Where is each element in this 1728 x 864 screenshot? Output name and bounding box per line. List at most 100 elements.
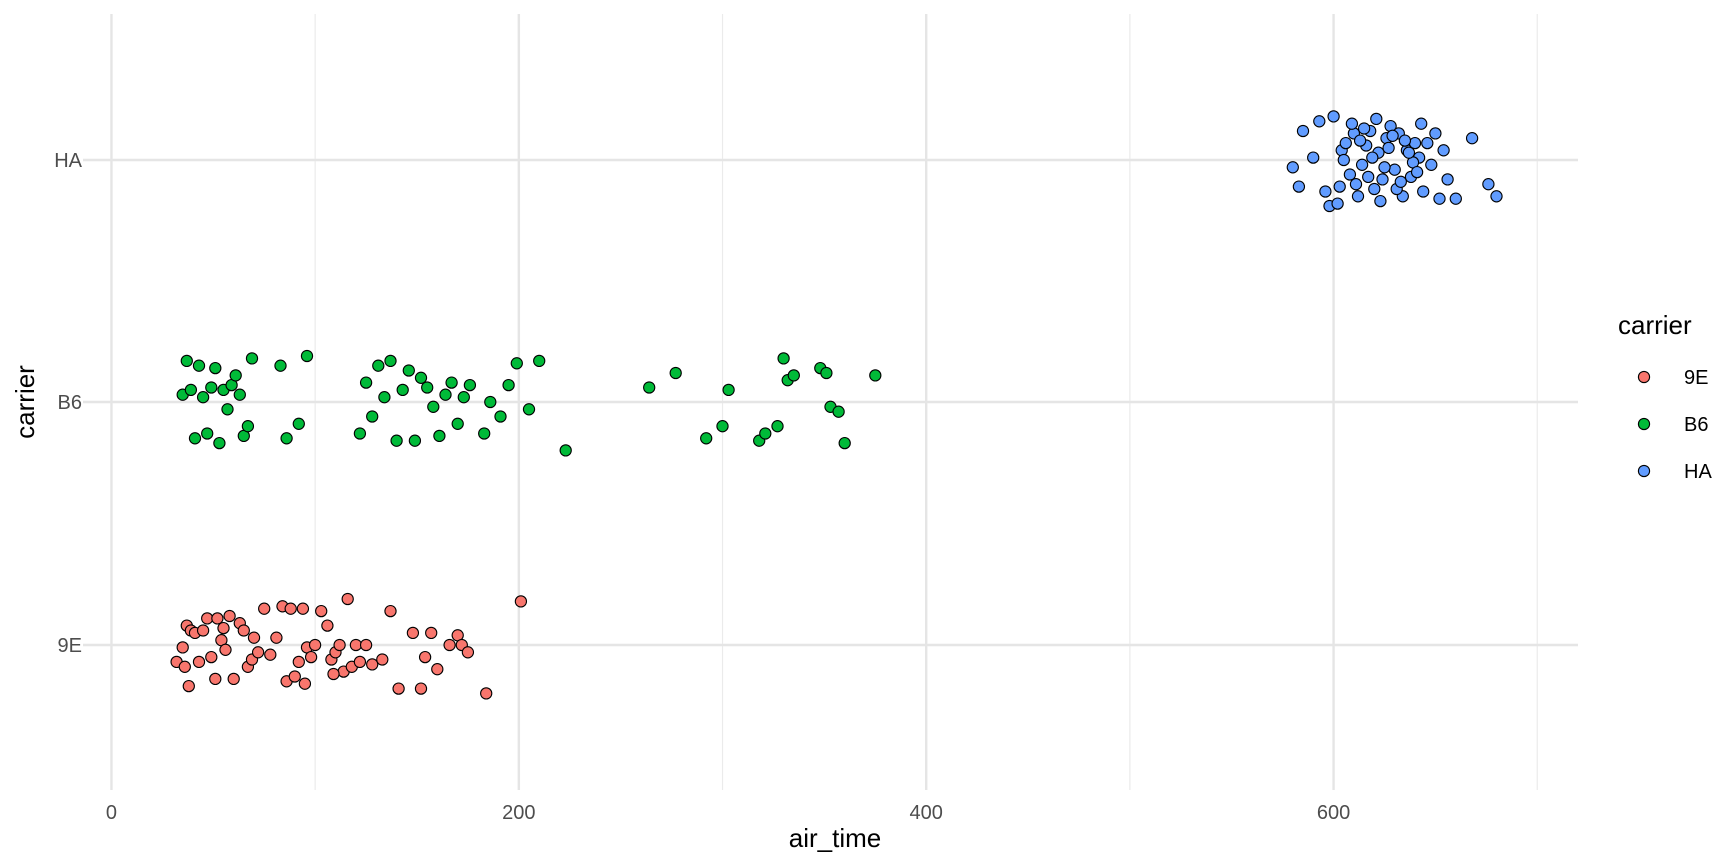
data-point-B6 bbox=[771, 420, 784, 433]
legend-item-B6: B6 bbox=[1637, 414, 1708, 436]
data-point-B6 bbox=[759, 427, 772, 440]
data-point-HA bbox=[1331, 197, 1344, 210]
legend-item-HA: HA bbox=[1637, 461, 1712, 483]
data-point-HA bbox=[1337, 153, 1350, 167]
data-point-9E bbox=[425, 626, 438, 640]
x-axis-title: air_time bbox=[789, 823, 881, 853]
data-points bbox=[170, 110, 1503, 700]
legend-label-HA: HA bbox=[1684, 461, 1712, 483]
data-point-B6 bbox=[192, 359, 206, 372]
data-point-B6 bbox=[439, 388, 452, 401]
data-point-9E bbox=[349, 638, 363, 652]
data-point-9E bbox=[247, 631, 261, 644]
data-point-HA bbox=[1368, 182, 1381, 196]
y-tick-label: HA bbox=[54, 150, 82, 172]
data-point-HA bbox=[1394, 175, 1407, 188]
data-point-HA bbox=[1378, 161, 1391, 174]
x-tick-label: 200 bbox=[502, 802, 535, 824]
data-point-9E bbox=[308, 638, 322, 652]
data-point-B6 bbox=[402, 364, 415, 377]
data-point-HA bbox=[1376, 173, 1389, 186]
data-point-B6 bbox=[292, 417, 305, 430]
data-point-9E bbox=[359, 638, 373, 652]
data-point-B6 bbox=[533, 354, 546, 368]
data-point-HA bbox=[1357, 122, 1371, 135]
x-tick-label: 600 bbox=[1317, 802, 1350, 824]
data-point-HA bbox=[1490, 190, 1503, 203]
data-point-9E bbox=[178, 660, 191, 673]
data-point-HA bbox=[1319, 185, 1332, 198]
data-point-HA bbox=[1382, 141, 1395, 155]
data-point-B6 bbox=[229, 369, 242, 382]
data-point-B6 bbox=[494, 410, 507, 423]
data-point-9E bbox=[414, 682, 428, 695]
data-point-9E bbox=[270, 631, 283, 644]
data-point-B6 bbox=[559, 444, 572, 457]
data-point-B6 bbox=[300, 349, 314, 363]
data-point-B6 bbox=[372, 359, 385, 372]
data-point-HA bbox=[1313, 115, 1326, 128]
data-point-B6 bbox=[838, 436, 851, 450]
data-point-9E bbox=[217, 621, 230, 635]
data-point-HA bbox=[1415, 117, 1428, 130]
data-point-HA bbox=[1465, 132, 1479, 145]
data-point-HA bbox=[1339, 136, 1352, 150]
data-point-B6 bbox=[433, 429, 446, 443]
data-point-B6 bbox=[384, 354, 397, 368]
data-point-HA bbox=[1345, 117, 1359, 130]
data-point-HA bbox=[1296, 124, 1310, 138]
data-point-B6 bbox=[201, 427, 214, 440]
data-point-HA bbox=[1482, 178, 1495, 191]
data-point-B6 bbox=[396, 383, 409, 397]
data-point-B6 bbox=[832, 405, 845, 418]
data-point-9E bbox=[223, 609, 236, 623]
data-point-9E bbox=[384, 604, 397, 618]
data-point-9E bbox=[251, 646, 265, 659]
data-point-HA bbox=[1429, 127, 1442, 140]
data-point-9E bbox=[258, 602, 271, 615]
data-point-HA bbox=[1441, 173, 1454, 186]
data-point-B6 bbox=[196, 391, 210, 404]
data-point-HA bbox=[1425, 158, 1438, 171]
data-point-HA bbox=[1349, 178, 1363, 191]
data-point-B6 bbox=[221, 403, 234, 416]
data-point-B6 bbox=[463, 378, 477, 392]
y-tick-label: B6 bbox=[58, 392, 82, 414]
data-point-9E bbox=[201, 612, 214, 625]
data-point-9E bbox=[480, 687, 493, 700]
data-point-HA bbox=[1307, 151, 1320, 164]
data-point-9E bbox=[205, 650, 218, 664]
data-point-HA bbox=[1286, 161, 1299, 174]
data-point-B6 bbox=[390, 434, 403, 447]
data-point-9E bbox=[353, 655, 367, 669]
data-point-HA bbox=[1353, 134, 1367, 147]
data-point-B6 bbox=[722, 383, 735, 397]
data-point-9E bbox=[431, 663, 444, 676]
data-point-B6 bbox=[451, 417, 464, 430]
major-gridlines bbox=[83, 14, 1578, 790]
data-point-B6 bbox=[700, 432, 713, 445]
data-point-B6 bbox=[478, 427, 491, 440]
data-point-B6 bbox=[274, 359, 287, 372]
data-point-HA bbox=[1386, 129, 1399, 142]
data-point-HA bbox=[1449, 192, 1462, 205]
data-point-9E bbox=[227, 672, 240, 686]
data-point-HA bbox=[1433, 192, 1446, 205]
data-point-9E bbox=[321, 619, 334, 632]
data-point-HA bbox=[1362, 170, 1375, 184]
y-axis-tick-labels: 9E B6 HA bbox=[54, 150, 82, 657]
legend: carrier 9E B6 HA bbox=[1618, 310, 1712, 483]
data-point-B6 bbox=[241, 420, 255, 433]
data-point-9E bbox=[333, 638, 346, 652]
data-point-HA bbox=[1421, 136, 1434, 150]
data-point-HA bbox=[1388, 163, 1401, 176]
data-point-B6 bbox=[245, 352, 259, 365]
data-point-B6 bbox=[233, 388, 246, 401]
data-point-HA bbox=[1398, 134, 1412, 147]
data-point-HA bbox=[1402, 146, 1416, 159]
data-point-B6 bbox=[522, 403, 536, 416]
data-point-9E bbox=[304, 650, 318, 664]
data-point-9E bbox=[406, 626, 420, 640]
data-point-B6 bbox=[510, 357, 523, 370]
data-point-B6 bbox=[445, 376, 458, 389]
